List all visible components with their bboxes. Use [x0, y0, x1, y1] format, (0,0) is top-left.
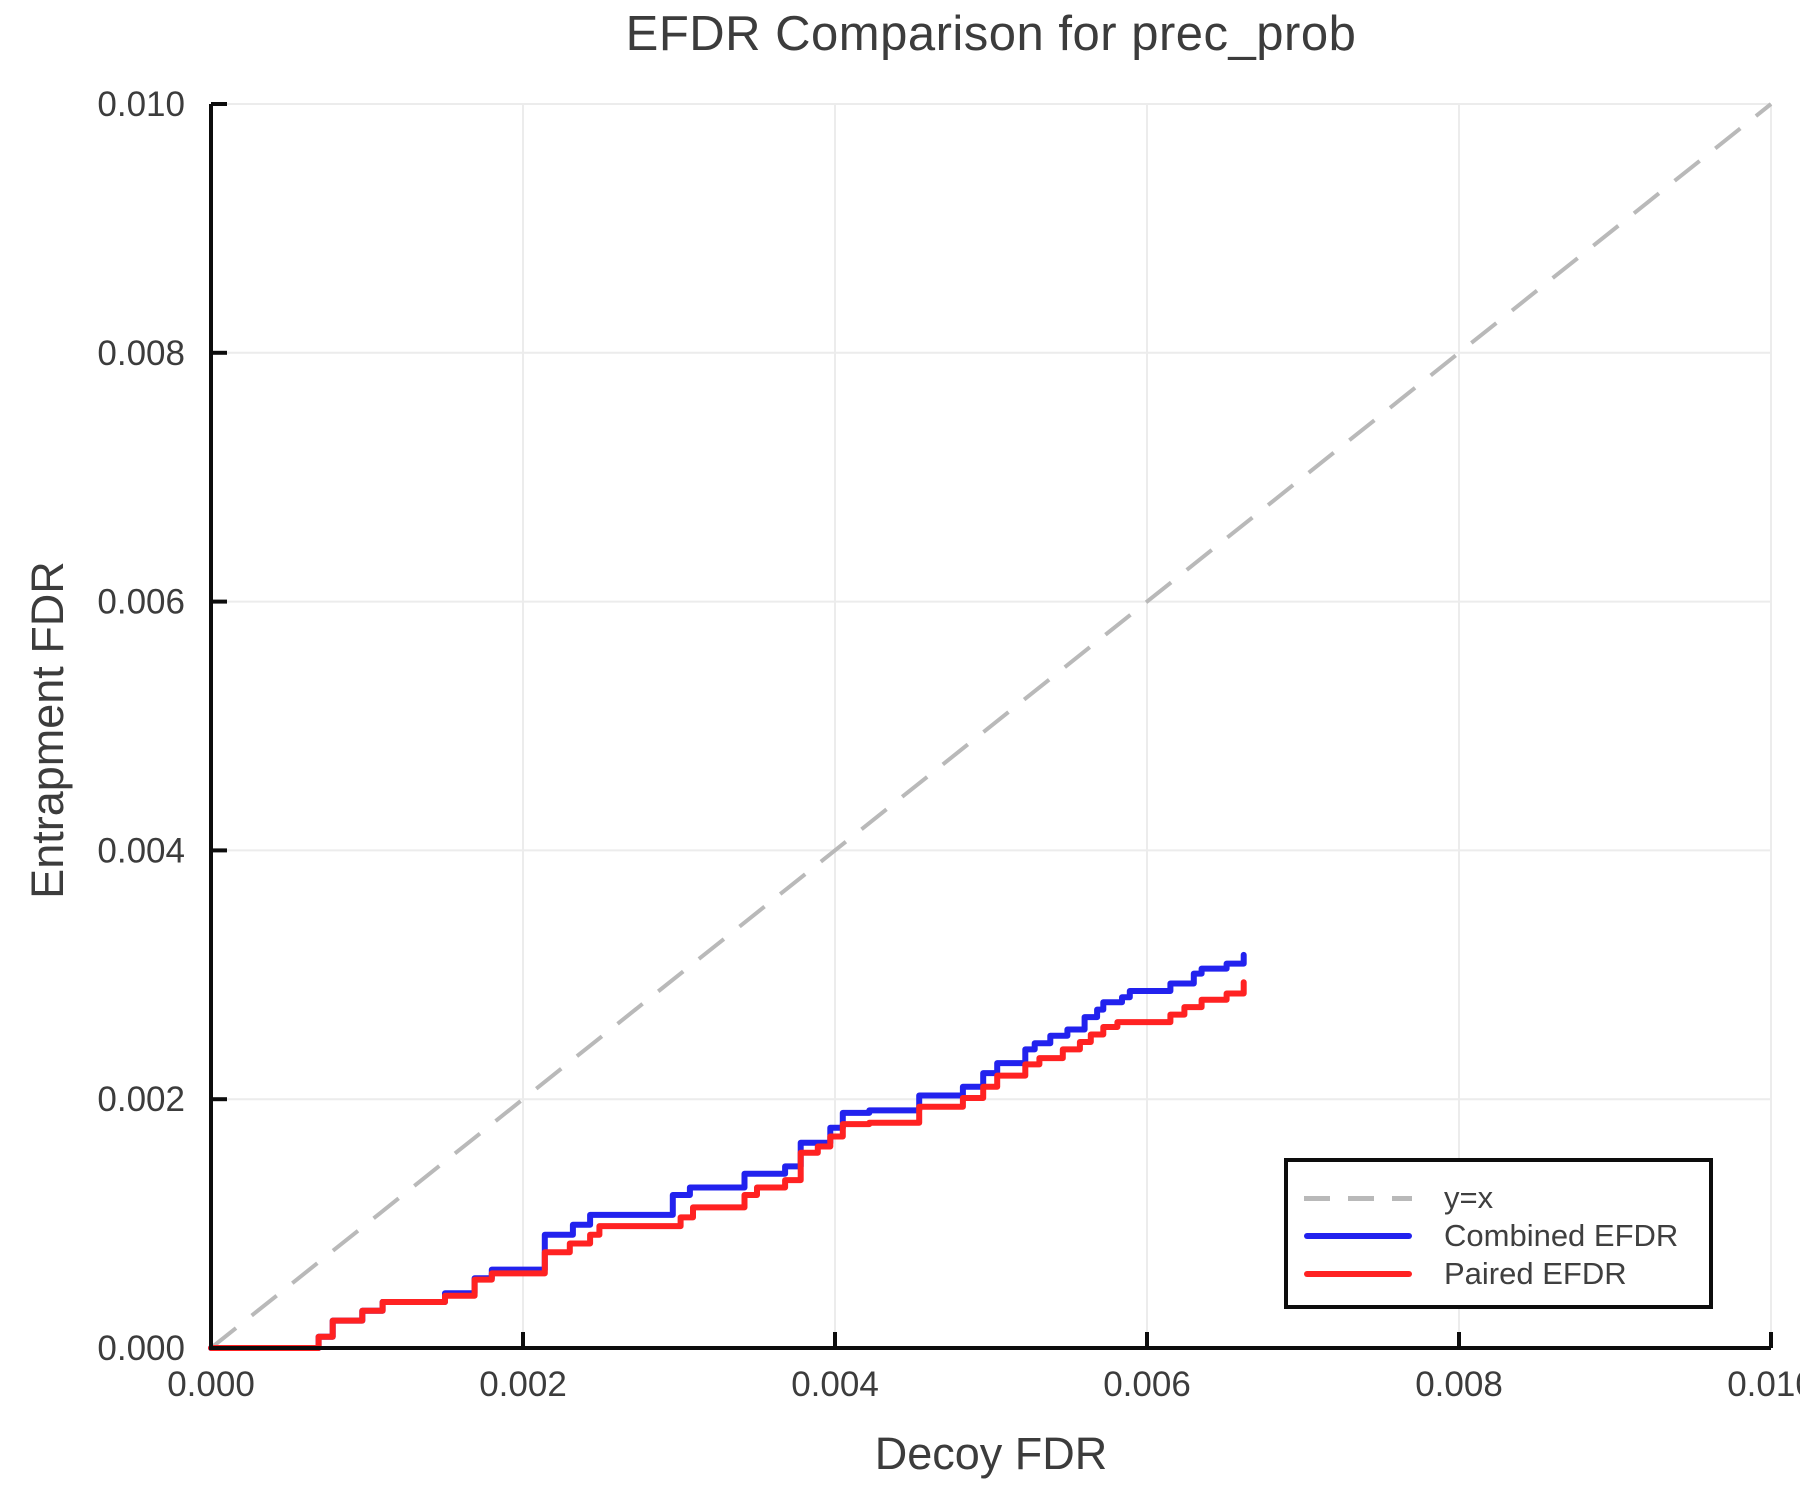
legend-label-paired: Paired EFDR	[1444, 1256, 1627, 1291]
y-axis-label: Entrapment FDR	[22, 561, 73, 899]
x-tick-label: 0.008	[1415, 1365, 1503, 1404]
chart-title: EFDR Comparison for prec_prob	[625, 7, 1357, 61]
paired-efdr-swatch	[1304, 1271, 1412, 1277]
y-tick-label: 0.008	[97, 334, 185, 373]
axis-ticks	[209, 102, 1773, 1350]
legend-item-combined: Combined EFDR	[1304, 1217, 1709, 1255]
combined-efdr-swatch	[1304, 1233, 1412, 1239]
x-tick-label: 0.006	[1103, 1365, 1191, 1404]
series-y-x-line	[209, 102, 1773, 1350]
legend-label-identity: y=x	[1444, 1180, 1494, 1215]
tick-labels: 0.000 0.002 0.004 0.006 0.008 0.010 0.000 0.002…	[97, 85, 1800, 1404]
gridlines	[211, 103, 1772, 1348]
x-tick-label: 0.000	[167, 1365, 255, 1404]
series-combined-efdr-line	[208, 951, 1247, 1351]
y-tick-label: 0.002	[97, 1080, 185, 1119]
y-tick-label: 0.004	[97, 831, 185, 870]
x-tick-label: 0.010	[1727, 1365, 1800, 1404]
legend-item-paired: Paired EFDR	[1304, 1255, 1709, 1293]
legend-item-identity: y=x	[1304, 1179, 1709, 1217]
y-tick-label: 0.000	[97, 1329, 185, 1368]
x-axis-label: Decoy FDR	[874, 1428, 1108, 1479]
y-tick-label: 0.010	[97, 85, 185, 124]
x-tick-label: 0.004	[791, 1365, 879, 1404]
axis-spines	[209, 104, 1771, 1350]
legend-label-combined: Combined EFDR	[1444, 1218, 1679, 1253]
legend: y=x Combined EFDR Paired EFDR	[1284, 1158, 1713, 1309]
series-paired-efdr-line	[208, 979, 1247, 1351]
x-tick-label: 0.002	[479, 1365, 567, 1404]
identity-line-swatch	[1304, 1195, 1412, 1201]
y-tick-label: 0.006	[97, 583, 185, 622]
series-lines	[208, 102, 1773, 1351]
